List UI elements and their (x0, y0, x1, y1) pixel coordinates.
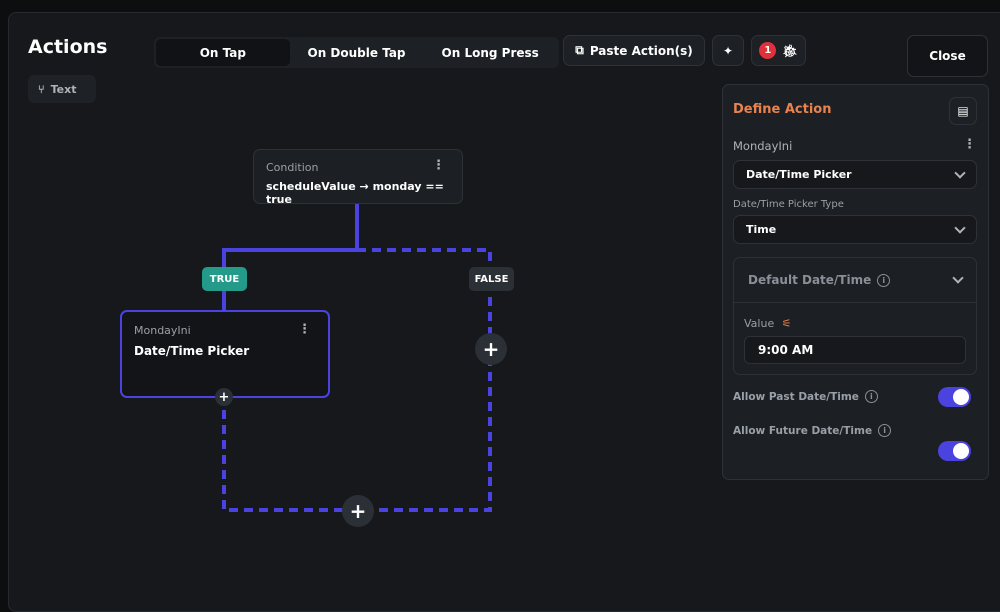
true-label: TRUE (202, 267, 247, 291)
close-button[interactable]: Close (907, 35, 988, 77)
more-options-icon[interactable]: ⋮ (963, 137, 976, 152)
panel-title: Define Action (733, 102, 832, 117)
magic-icon: ✦ (722, 43, 734, 58)
allow-future-toggle[interactable] (938, 441, 971, 461)
add-false-action-button[interactable]: + (475, 333, 507, 365)
false-branch-line (222, 248, 492, 512)
tab-on-long-press[interactable]: On Long Press (441, 45, 539, 60)
add-note-button[interactable]: ▤ (949, 97, 977, 125)
define-action-panel: Define Action ▤ MondayIni ⋮ Date/Time Pi… (722, 84, 989, 480)
debug-button[interactable]: 1 🐞︎ (751, 35, 806, 66)
add-action-button[interactable]: + (215, 388, 233, 406)
bug-icon: 🐞︎ (782, 43, 798, 58)
info-icon: i (878, 424, 892, 437)
error-count-badge: 1 (759, 42, 777, 59)
add-next-action-button[interactable]: + (342, 495, 374, 527)
info-icon: i (864, 390, 878, 403)
default-datetime-section: Default Date/Time i Value ⚟ 9:00 AM (733, 257, 977, 375)
widget-chip[interactable]: ⑂ Text (28, 75, 96, 103)
true-branch-line (222, 204, 359, 310)
note-add-icon: ▤ (957, 104, 969, 118)
condition-node[interactable]: Condition scheduleValue → monday == true… (253, 149, 463, 206)
info-icon: i (877, 274, 891, 287)
tab-on-double-tap[interactable]: On Double Tap (307, 45, 406, 60)
value-input[interactable]: 9:00 AM (744, 336, 966, 364)
more-options-icon[interactable]: ⋮ (432, 158, 445, 173)
more-options-icon[interactable]: ⋮ (298, 322, 311, 337)
paste-icon: ⧉ (575, 43, 584, 57)
false-label: FALSE (469, 267, 514, 291)
chevron-down-icon (952, 272, 964, 284)
picker-type-select[interactable]: Time (733, 215, 977, 244)
page-title: Actions (28, 36, 108, 58)
variable-icon[interactable]: ⚟ (781, 317, 792, 330)
ai-action-button[interactable]: ✦ (712, 35, 744, 66)
branch-icon: ⑂ (38, 82, 45, 96)
action-node[interactable]: MondayIni Date/Time Picker ⋮ (120, 310, 330, 398)
paste-actions-button[interactable]: ⧉ Paste Action(s) (563, 35, 705, 66)
action-type-select[interactable]: Date/Time Picker (733, 160, 977, 189)
tab-on-tap[interactable]: On Tap (156, 39, 290, 66)
default-datetime-header[interactable]: Default Date/Time i (734, 258, 976, 303)
chevron-down-icon (954, 221, 966, 234)
trigger-tabs: On Tap On Double Tap On Long Press (154, 37, 559, 68)
chevron-down-icon (954, 166, 966, 179)
allow-past-toggle[interactable] (938, 387, 971, 407)
